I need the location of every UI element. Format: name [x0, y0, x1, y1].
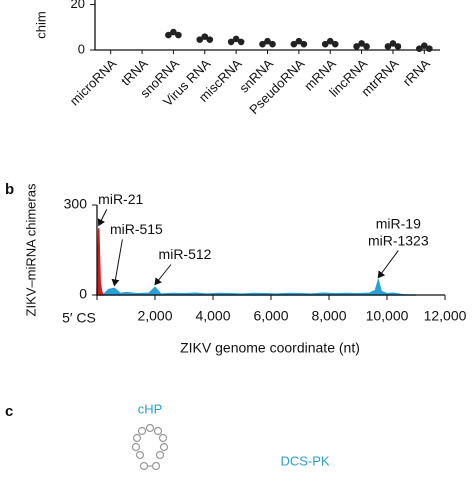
y-tick-label: 0 — [79, 286, 87, 302]
x-axis-label: ZIKV genome coordinate (nt) — [180, 340, 360, 356]
series-area — [96, 228, 105, 296]
y-tick-label: 0 — [78, 41, 85, 56]
y-axis-label: ZIKV–miRNA chimeras — [23, 183, 38, 316]
data-dot — [269, 40, 276, 48]
annotation: miR-21 — [98, 191, 143, 207]
data-dot — [300, 40, 308, 48]
x-tick-label: 4,000 — [195, 308, 230, 324]
x-tick-label: 10,000 — [366, 308, 409, 324]
x-tick-label: rRNA — [400, 56, 433, 89]
annotation: miR-515 — [110, 221, 163, 237]
data-dot — [206, 36, 214, 43]
annotation: miR-1323 — [368, 232, 429, 248]
y-tick-label: 300 — [64, 196, 88, 212]
panel-label: c — [5, 403, 13, 420]
y-axis-label: chim — [33, 11, 48, 38]
annotation-arrow — [154, 264, 172, 286]
y-tick-label: 20 — [71, 0, 85, 11]
x-tick-label: 6,000 — [253, 308, 288, 324]
structure-label: cHP — [138, 401, 163, 416]
data-dot — [363, 43, 370, 50]
x-tick-label: microRNA — [67, 56, 120, 109]
annotation-arrow — [111, 239, 123, 287]
annotation: miR-512 — [159, 246, 212, 262]
data-dot — [394, 43, 402, 50]
data-dot — [426, 45, 433, 53]
annotation-arrow — [97, 209, 108, 227]
x-tick-label: 5′ CS — [62, 310, 96, 326]
annotation-arrow — [377, 250, 399, 279]
structure-label: DCS-PK — [280, 453, 329, 468]
x-tick-label: 2,000 — [137, 308, 172, 324]
data-dot — [237, 38, 245, 46]
x-tick-label: 8,000 — [311, 308, 346, 324]
panel-label: b — [5, 181, 14, 198]
data-dot — [175, 31, 182, 39]
annotation: miR-19 — [376, 215, 421, 231]
series-area — [101, 277, 416, 296]
data-dot — [331, 40, 339, 48]
x-tick-label: 12,000 — [424, 308, 467, 324]
hairpin-diagram — [131, 423, 169, 471]
